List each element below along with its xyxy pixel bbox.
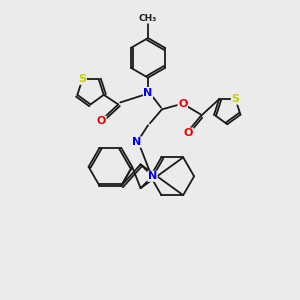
Text: S: S [78,74,86,84]
Text: S: S [231,94,239,104]
Text: N: N [133,137,142,147]
Text: O: O [184,128,193,138]
Text: O: O [97,116,106,126]
Text: N: N [143,88,153,98]
Text: N: N [148,171,157,181]
Text: CH₃: CH₃ [139,14,157,23]
Text: O: O [178,99,188,110]
